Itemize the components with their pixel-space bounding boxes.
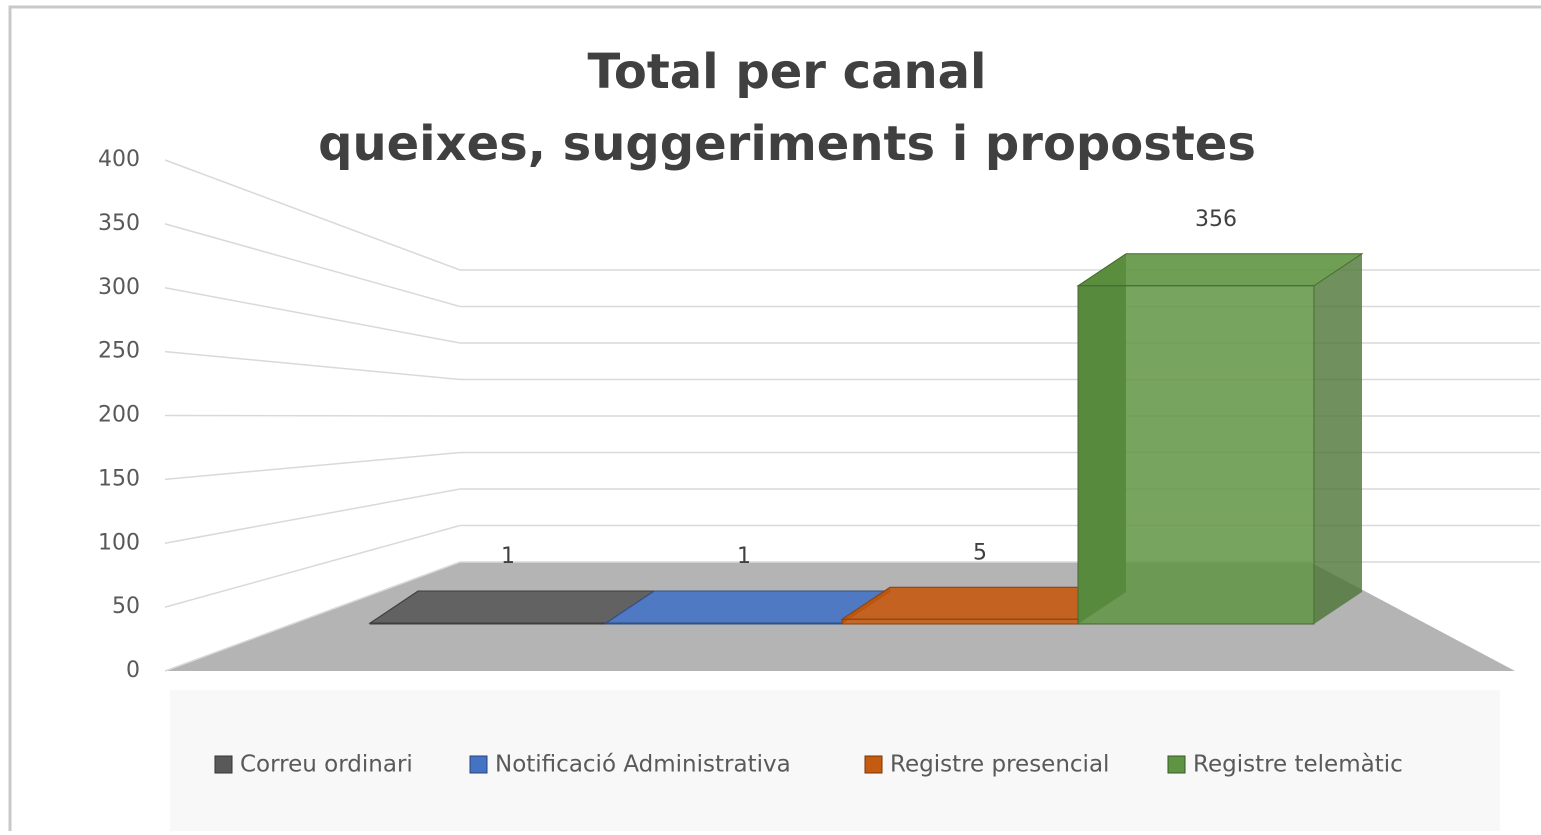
bar-top [368,590,656,624]
bar-right [1314,253,1362,625]
legend-swatch [469,755,488,774]
y-tick-label: 150 [98,466,140,491]
y-tick-label: 200 [98,403,140,428]
legend-swatch [864,755,883,774]
data-label: 1 [737,544,751,569]
y-tick-label: 350 [98,211,140,236]
legend-label: Registre telemàtic [1193,752,1403,778]
legend-swatch [214,755,233,774]
bar [605,622,843,625]
bar [841,618,1079,625]
chart-title: Total per canal [588,44,987,100]
y-tick-label: 50 [112,594,140,619]
legend-swatch [1167,755,1186,774]
y-tick-label: 250 [98,339,140,364]
y-tick-label: 0 [126,658,140,683]
legend-label: Correu ordinari [240,752,413,778]
data-label: 5 [973,540,987,565]
y-tick-label: 400 [98,147,140,172]
bar-top [1076,253,1364,287]
y-tick-label: 100 [98,530,140,555]
legend-label: Registre presencial [890,752,1109,778]
legend-box [170,690,1500,831]
legend-label: Notificació Administrativa [495,752,791,778]
chart-title: queixes, suggeriments i propostes [318,116,1256,172]
bar [369,622,607,625]
data-label: 1 [501,544,515,569]
y-tick-label: 300 [98,275,140,300]
data-label: 356 [1195,207,1237,232]
bar [1077,285,1315,625]
